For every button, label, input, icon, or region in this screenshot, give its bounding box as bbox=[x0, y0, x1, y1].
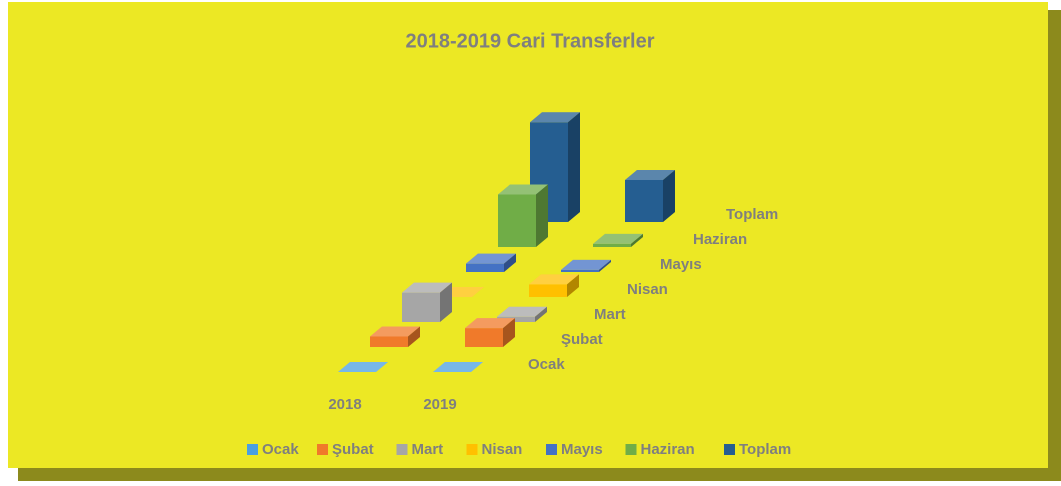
bar-side bbox=[631, 233, 643, 247]
bar-front bbox=[402, 292, 440, 322]
legend-swatch bbox=[466, 444, 478, 455]
bar-top-shade bbox=[433, 362, 483, 372]
bar-top-shade bbox=[498, 184, 548, 195]
legend-swatch bbox=[396, 444, 408, 455]
bar-top bbox=[465, 318, 515, 329]
bar-side-shade bbox=[440, 282, 452, 322]
bar bbox=[625, 170, 675, 222]
bar-front bbox=[593, 243, 631, 247]
bar-top-shade bbox=[402, 282, 452, 293]
depth-label: Nisan bbox=[627, 281, 668, 298]
bar-top-shade bbox=[338, 362, 388, 372]
bar-side-shade bbox=[567, 274, 579, 297]
legend-swatch bbox=[317, 444, 328, 455]
bar bbox=[561, 259, 611, 272]
bar-side-shade bbox=[536, 184, 548, 247]
bar-top-shade bbox=[561, 259, 611, 270]
depth-label: Mart bbox=[594, 306, 626, 323]
bar bbox=[466, 253, 516, 272]
bar-top-shade bbox=[530, 112, 580, 123]
x-tick-label: 2019 bbox=[423, 396, 456, 413]
bar-top bbox=[466, 253, 516, 264]
bar-side-shade bbox=[504, 253, 516, 272]
bar-top-shade bbox=[497, 306, 547, 317]
bar bbox=[465, 318, 515, 347]
bar-side-shade bbox=[599, 259, 611, 272]
chart-title: 2018-2019 Cari Transferler bbox=[405, 30, 654, 52]
bar-side bbox=[504, 253, 516, 272]
bar-top bbox=[402, 282, 452, 293]
bar-top bbox=[529, 274, 579, 285]
bar-front bbox=[465, 328, 503, 347]
depth-label: Mayıs bbox=[660, 256, 702, 273]
depth-label: Toplam bbox=[726, 206, 778, 223]
bar bbox=[530, 112, 580, 222]
bar-top bbox=[338, 362, 388, 372]
legend-label: Toplam bbox=[739, 441, 791, 458]
bar-side bbox=[503, 318, 515, 347]
bar-side-shade bbox=[408, 326, 420, 347]
bar-top bbox=[370, 326, 420, 337]
bar bbox=[593, 233, 643, 247]
bar-side bbox=[536, 184, 548, 247]
bar-front bbox=[370, 336, 408, 347]
bar bbox=[497, 306, 547, 322]
legend-swatch bbox=[724, 444, 735, 455]
depth-label: Haziran bbox=[693, 231, 747, 248]
legend-label: Haziran bbox=[641, 441, 695, 458]
bar-top bbox=[433, 362, 483, 372]
bar-front bbox=[498, 194, 536, 247]
legend-swatch bbox=[546, 444, 557, 455]
bar-top bbox=[497, 306, 547, 317]
bar-top bbox=[593, 233, 643, 244]
bar-top-shade bbox=[593, 233, 643, 244]
bar-side-shade bbox=[631, 233, 643, 247]
depth-label: Ocak bbox=[528, 356, 565, 373]
bar-top bbox=[561, 259, 611, 270]
legend-label: Mart bbox=[412, 441, 444, 458]
bar-side bbox=[408, 326, 420, 347]
bar-front bbox=[625, 180, 663, 222]
bar-side bbox=[535, 306, 547, 322]
bar-side bbox=[568, 112, 580, 222]
bar bbox=[529, 274, 579, 297]
bar-front bbox=[529, 284, 567, 297]
bar-top bbox=[498, 184, 548, 195]
legend-swatch bbox=[247, 444, 258, 455]
bar-front bbox=[466, 263, 504, 272]
bar-top-shade bbox=[529, 274, 579, 285]
legend-label: Mayıs bbox=[561, 441, 603, 458]
bar-side bbox=[599, 259, 611, 272]
bar-side bbox=[567, 274, 579, 297]
bar bbox=[402, 282, 452, 322]
legend-label: Nisan bbox=[482, 441, 523, 458]
bar-side-shade bbox=[503, 318, 515, 347]
bar-front bbox=[561, 269, 599, 272]
bar-top bbox=[530, 112, 580, 123]
x-tick-label: 2018 bbox=[328, 396, 361, 413]
legend-swatch bbox=[625, 444, 637, 455]
bar-side bbox=[440, 282, 452, 322]
bar-top-shade bbox=[466, 253, 516, 264]
bar-side bbox=[663, 170, 675, 222]
legend-label: Şubat bbox=[332, 441, 374, 458]
bar-side-shade bbox=[535, 306, 547, 322]
bar bbox=[338, 362, 388, 372]
bar bbox=[433, 362, 483, 372]
bar bbox=[370, 326, 420, 347]
depth-label: Şubat bbox=[561, 331, 603, 348]
bar-side-shade bbox=[568, 112, 580, 222]
bar-top-shade bbox=[625, 170, 675, 180]
bar-top bbox=[625, 170, 675, 180]
legend-label: Ocak bbox=[262, 441, 299, 458]
bar bbox=[498, 184, 548, 247]
bar-top-shade bbox=[370, 326, 420, 337]
bar-top-shade bbox=[465, 318, 515, 329]
bar-side-shade bbox=[663, 170, 675, 222]
